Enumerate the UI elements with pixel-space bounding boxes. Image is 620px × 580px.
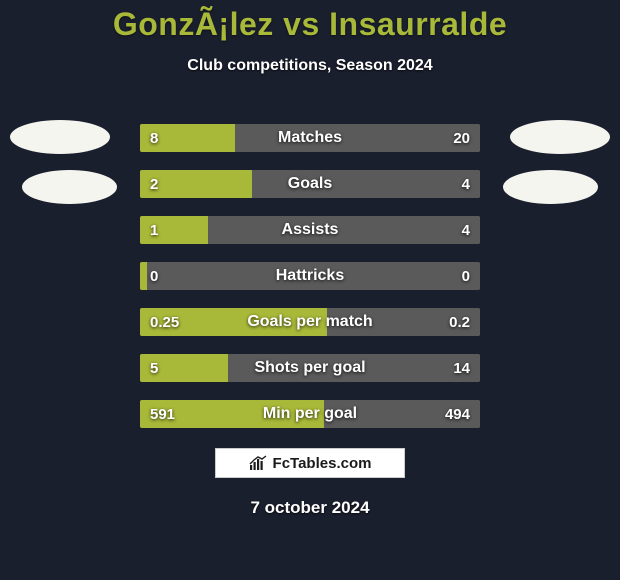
stat-label: Goals per match xyxy=(140,308,480,336)
stat-label: Assists xyxy=(140,216,480,244)
player-left-avatar-top xyxy=(10,120,110,154)
stat-bar: 591494Min per goal xyxy=(140,400,480,428)
stat-label: Hattricks xyxy=(140,262,480,290)
player-right-avatar-bottom xyxy=(503,170,598,204)
stat-bar: 24Goals xyxy=(140,170,480,198)
chart-icon xyxy=(249,455,267,471)
date-text: 7 october 2024 xyxy=(0,498,620,518)
source-logo[interactable]: FcTables.com xyxy=(215,448,405,478)
subtitle: Club competitions, Season 2024 xyxy=(0,57,620,75)
stat-label: Shots per goal xyxy=(140,354,480,382)
stat-bars: 820Matches 24Goals 14Assists 00Hattricks 0.2… xyxy=(140,124,480,446)
page-title: GonzÃ¡lez vs Insaurralde xyxy=(0,0,620,43)
stat-bar: 0.250.2Goals per match xyxy=(140,308,480,336)
stat-bar: 00Hattricks xyxy=(140,262,480,290)
stat-label: Goals xyxy=(140,170,480,198)
stat-bar: 14Assists xyxy=(140,216,480,244)
player-left-avatar-bottom xyxy=(22,170,117,204)
comparison-card: GonzÃ¡lez vs Insaurralde Club competitio… xyxy=(0,0,620,580)
stat-label: Matches xyxy=(140,124,480,152)
player-right-avatar-top xyxy=(510,120,610,154)
stat-bar: 514Shots per goal xyxy=(140,354,480,382)
stat-label: Min per goal xyxy=(140,400,480,428)
stat-bar: 820Matches xyxy=(140,124,480,152)
logo-text: FcTables.com xyxy=(273,455,372,472)
